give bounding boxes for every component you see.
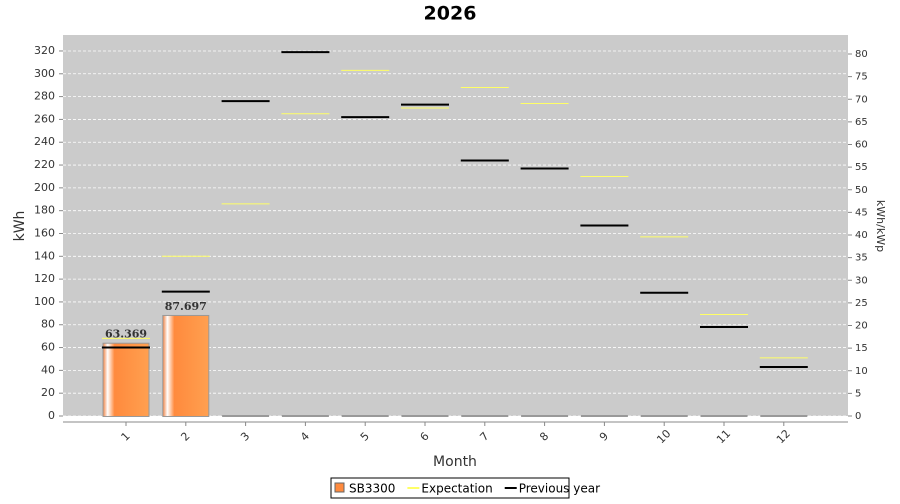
bar: [162, 314, 210, 417]
legend-label: SB3300: [349, 482, 395, 496]
bar: [461, 415, 509, 417]
bar: [222, 415, 270, 417]
y2-tick-label: 10: [855, 366, 868, 377]
y2-tick-label: 45: [855, 207, 868, 218]
y-tick-label: 100: [34, 295, 55, 308]
chart-title: 2026: [424, 3, 477, 25]
y2-tick-label: 80: [855, 49, 868, 60]
bar: [401, 415, 449, 417]
y-tick-label: 240: [34, 135, 55, 148]
bar: [580, 415, 628, 417]
y2-axis-title: kWh/kWp: [874, 200, 887, 252]
x-axis-title: Month: [433, 454, 477, 470]
x-tick-label: 8: [537, 430, 551, 444]
y-tick-label: 220: [34, 158, 55, 171]
legend-label: Previous year: [519, 482, 600, 496]
value-label: 63.369: [105, 328, 147, 341]
x-tick-label: 1: [119, 430, 133, 444]
bar: [281, 415, 329, 417]
value-label: 87.697: [165, 300, 207, 313]
x-tick-label: 12: [774, 427, 793, 446]
x-tick-label: 6: [418, 430, 432, 444]
x-tick-label: 10: [654, 427, 673, 446]
y-tick-label: 260: [34, 112, 55, 125]
y2-tick-label: 5: [855, 388, 861, 399]
y2-tick-label: 65: [855, 117, 868, 128]
y2-tick-label: 60: [855, 140, 868, 151]
y-tick-label: 40: [41, 363, 55, 376]
y2-tick-label: 55: [855, 162, 868, 173]
y-tick-label: 320: [34, 44, 55, 57]
x-tick-label: 4: [298, 430, 312, 444]
bar: [102, 342, 150, 417]
bar: [640, 415, 688, 417]
legend-label: Expectation: [421, 482, 492, 496]
y2-tick-label: 75: [855, 72, 868, 83]
y-tick-label: 60: [41, 341, 55, 354]
x-tick-label: 3: [238, 430, 252, 444]
y2-tick-label: 15: [855, 343, 868, 354]
x-tick-label: 5: [358, 430, 372, 444]
x-tick-label: 7: [477, 430, 491, 444]
y2-tick-label: 30: [855, 275, 868, 286]
y-tick-label: 160: [34, 226, 55, 239]
legend: [330, 477, 570, 499]
y-tick-label: 80: [41, 318, 55, 331]
x-tick-label: 11: [714, 427, 733, 446]
y-axis-title: kWh: [12, 211, 28, 242]
y-tick-label: 120: [34, 272, 55, 285]
y2-tick-label: 50: [855, 185, 868, 196]
x-tick-label: 2: [178, 430, 192, 444]
x-tick-label: 9: [597, 430, 611, 444]
bar: [760, 415, 808, 417]
y-tick-label: 200: [34, 181, 55, 194]
bar: [700, 415, 748, 417]
y2-tick-label: 0: [855, 411, 861, 422]
y2-tick-label: 40: [855, 230, 868, 241]
legend-swatch: [334, 482, 345, 493]
y2-tick-label: 70: [855, 94, 868, 105]
bar: [521, 415, 569, 417]
y-tick-label: 20: [41, 386, 55, 399]
y2-tick-label: 25: [855, 298, 868, 309]
bar: [341, 415, 389, 417]
y-tick-label: 0: [48, 409, 55, 422]
y-tick-label: 300: [34, 67, 55, 80]
y2-tick-label: 35: [855, 253, 868, 264]
y-tick-label: 140: [34, 249, 55, 262]
y2-tick-label: 20: [855, 321, 868, 332]
y-tick-label: 180: [34, 204, 55, 217]
y-tick-label: 280: [34, 90, 55, 103]
